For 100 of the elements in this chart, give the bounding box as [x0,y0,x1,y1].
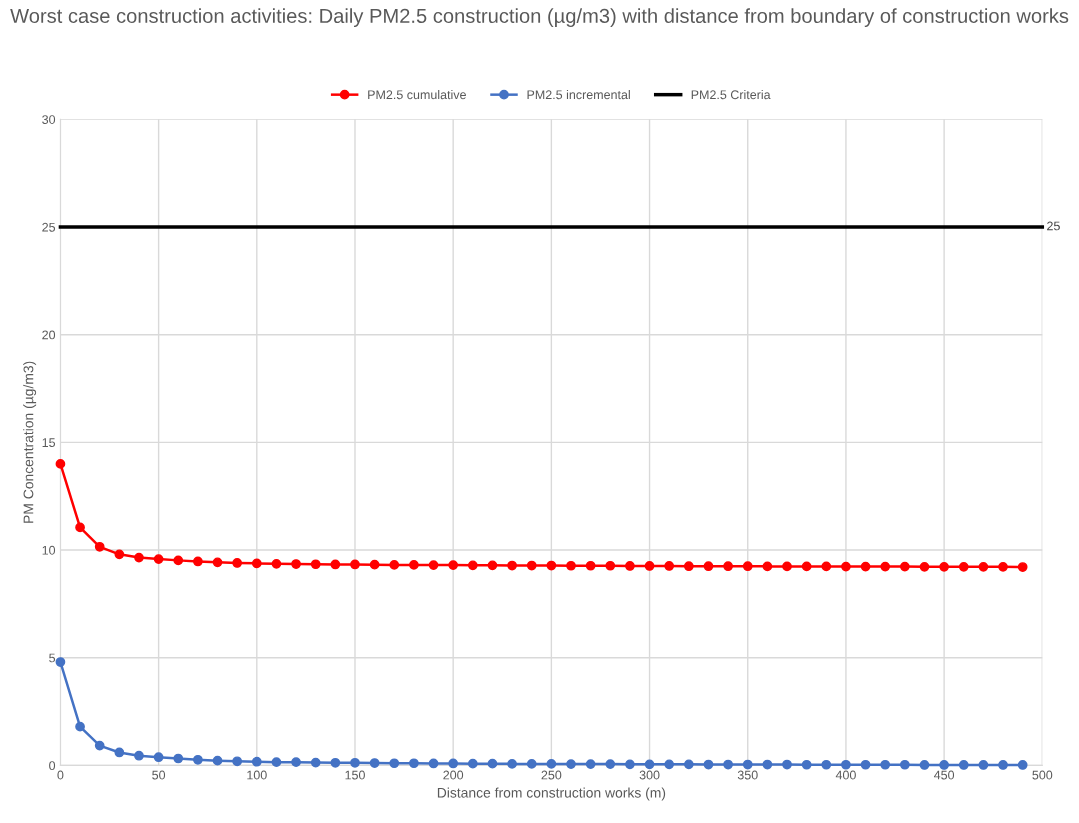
point [625,759,635,770]
x-tick-label: 100 [247,770,267,780]
point [389,560,400,570]
point [605,759,616,769]
point [251,756,262,767]
point [939,760,949,770]
point [919,561,930,572]
point [998,561,1008,572]
point [546,560,557,571]
x-tick-label: 500 [1032,770,1053,780]
point [919,760,930,770]
point [487,560,498,571]
point [428,758,439,769]
x-tick-label: 400 [835,770,856,780]
point [703,759,714,770]
point [526,759,537,769]
point [94,541,105,552]
point [742,561,753,572]
point [899,759,910,770]
point [841,561,851,572]
point [467,560,478,571]
point [899,561,910,572]
point [173,753,184,764]
point [1017,760,1028,770]
y-tick-label: 10 [42,545,56,555]
legend-label: PM2.5 incremental [527,89,630,100]
point [212,755,223,766]
point [605,560,616,571]
point [507,560,517,571]
point [193,754,203,765]
point [742,759,753,770]
point [958,760,969,770]
point [625,561,635,571]
y-tick-label: 20 [42,330,56,340]
y-tick-label: 15 [42,438,56,448]
point [585,560,596,571]
y-tick-label: 30 [42,115,56,124]
point [723,759,733,770]
point [762,759,773,770]
x-axis-title: Distance from construction works (m) [437,787,666,801]
point [75,522,85,533]
point [644,561,655,571]
data-label: 25 [1047,221,1060,231]
point [998,760,1008,770]
point [310,757,321,768]
point [880,561,891,572]
point [566,759,576,769]
point [507,759,517,769]
point [409,758,419,769]
point [860,561,871,572]
point [153,752,164,763]
point [723,561,733,572]
legend-label: PM2.5 cumulative [368,89,466,100]
point [585,759,596,769]
point [683,561,694,572]
point [782,759,792,770]
point [291,757,301,768]
point [801,561,812,572]
point [841,759,851,770]
y-tick-label: 0 [49,761,56,771]
point [173,555,184,566]
point [114,747,125,758]
y-tick-label: 5 [49,653,56,663]
x-tick-label: 200 [443,770,464,780]
point [330,757,341,768]
x-tick-label: 450 [933,770,955,780]
point [193,556,203,567]
point [526,560,537,571]
point [251,558,262,569]
point [350,757,360,768]
point [546,759,557,769]
point [134,552,144,563]
point [880,759,891,770]
point [350,559,360,570]
point [939,561,949,572]
point [801,759,812,770]
x-tick-label: 150 [345,770,365,780]
point [271,757,282,768]
point [94,740,105,751]
point [232,756,243,767]
y-tick-label: 25 [42,222,56,232]
point [958,561,969,572]
point [114,549,125,560]
point [821,759,832,770]
point [153,554,164,564]
x-tick-label: 250 [541,770,562,780]
x-tick-label: 0 [57,770,64,780]
y-axis-title: PM Concentration (µg/m3) [23,361,37,523]
point [75,721,85,732]
point [55,459,66,469]
point [644,759,655,770]
point [212,557,223,568]
point [782,561,792,572]
point [664,561,675,571]
point [448,758,459,769]
point [703,561,714,572]
point [369,758,380,768]
point [978,561,989,572]
point [389,758,400,769]
x-tick-label: 300 [639,770,660,780]
